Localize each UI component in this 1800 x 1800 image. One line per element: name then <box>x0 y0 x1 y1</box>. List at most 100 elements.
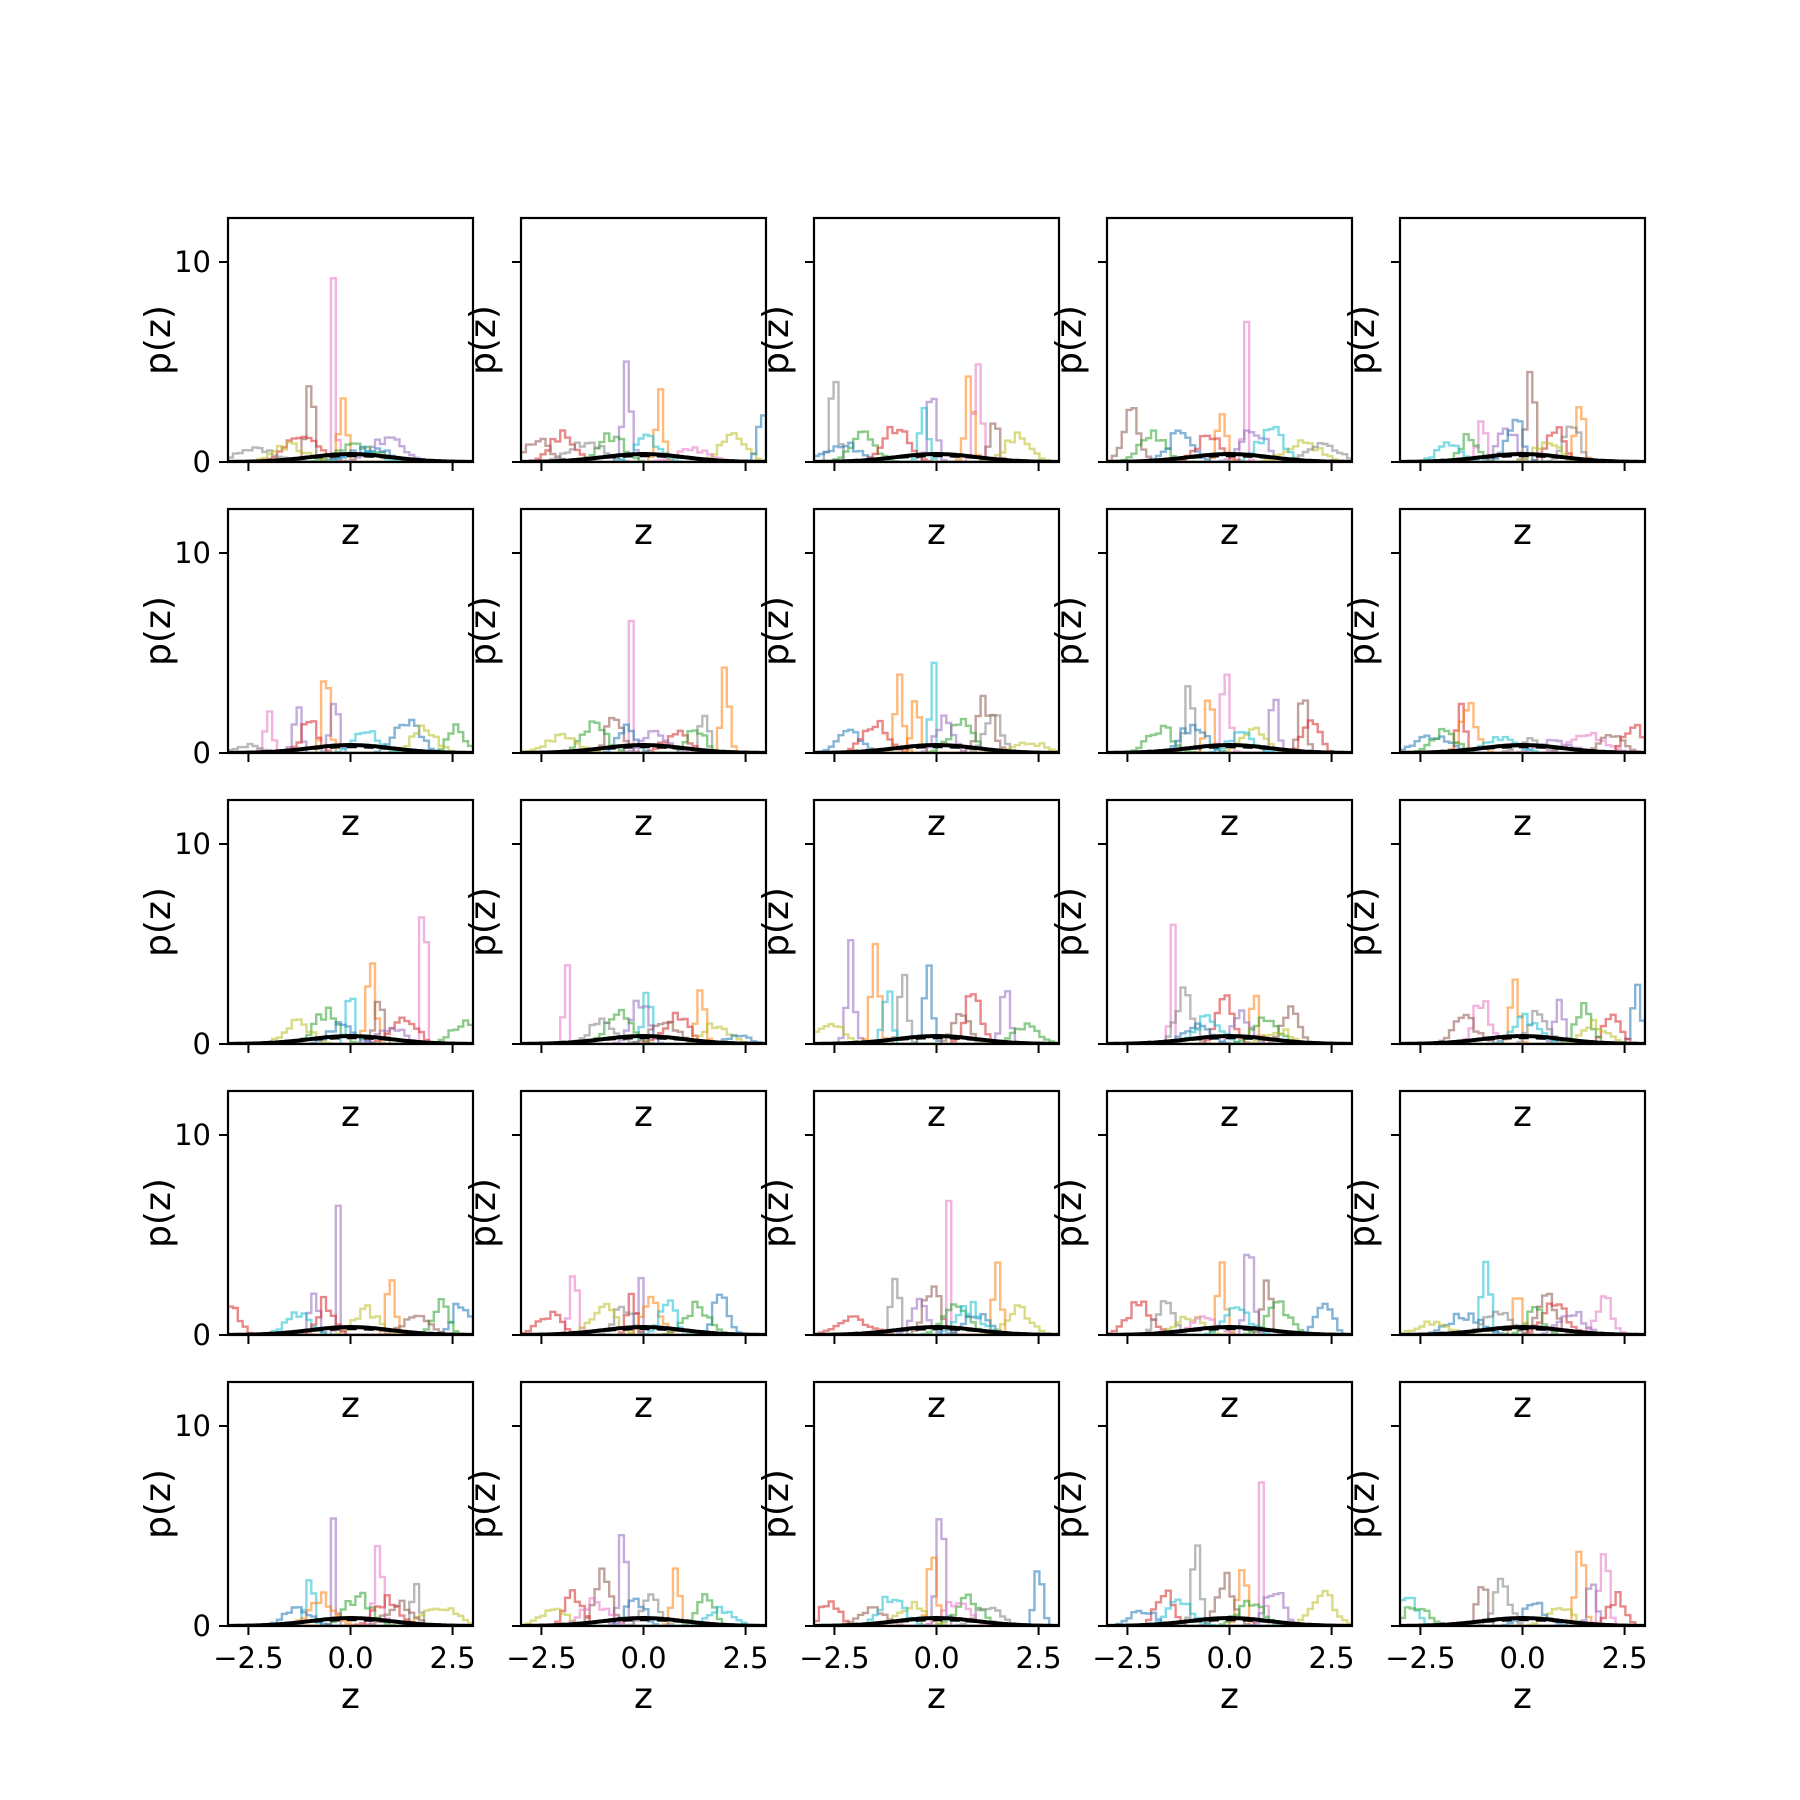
panel-r2-c1: z p(z) <box>463 798 768 1135</box>
y-axis-label: p(z) <box>1342 596 1383 666</box>
reference-mean-curve <box>1107 745 1352 753</box>
histogram-series-9 <box>1107 731 1352 753</box>
histogram-series-0 <box>521 964 766 1044</box>
histogram-series-3 <box>1400 427 1645 462</box>
x-axis-label: z <box>341 1385 360 1426</box>
histogram-series-9 <box>521 1034 766 1044</box>
histogram-series-8 <box>1400 441 1645 462</box>
histogram-series-4 <box>1107 1589 1352 1626</box>
panel-r0-c3: z p(z) <box>1049 216 1354 553</box>
panel-r1-c0: 0 10 z p(z) <box>138 507 475 844</box>
x-tick-label: −2.5 <box>213 1641 283 1675</box>
x-tick-label: 2.5 <box>723 1641 769 1675</box>
x-axis-label: z <box>341 803 360 844</box>
x-axis-label: z <box>1513 512 1532 553</box>
histogram-series-3 <box>521 1295 766 1335</box>
x-axis-label: z <box>1220 1676 1239 1717</box>
x-axis-label: z <box>341 1676 360 1717</box>
histogram-series-4 <box>228 446 473 462</box>
histogram-series-5 <box>228 1298 473 1335</box>
y-axis-label: p(z) <box>463 596 504 666</box>
histogram-series-9 <box>814 741 1059 753</box>
histogram-series-3 <box>521 999 766 1044</box>
plot-area <box>521 619 766 753</box>
panel-r1-c4: z p(z) <box>1342 507 1647 844</box>
panel-grid: 0 10 z p(z) z p(z) z p(z) z p(z) z p(z) 0 10 z p(z) z p(z… <box>138 216 1648 1717</box>
histogram-series-9 <box>814 1022 1059 1044</box>
histogram-series-3 <box>1400 727 1645 753</box>
histogram-series-8 <box>814 714 1059 753</box>
panel-r0-c0: 0 10 z p(z) <box>138 216 475 553</box>
histogram-series-4 <box>1400 1312 1645 1335</box>
histogram-series-0 <box>1107 1481 1352 1626</box>
histogram-series-4 <box>1107 1300 1352 1335</box>
panel-r2-c2: z p(z) <box>756 798 1061 1135</box>
plot-area <box>1400 370 1645 462</box>
histogram-series-9 <box>521 433 766 462</box>
histogram-series-9 <box>228 730 473 753</box>
histogram-series-7 <box>814 1315 1059 1335</box>
plot-area <box>521 1275 766 1335</box>
plot-area <box>228 680 473 753</box>
histogram-series-9 <box>814 1300 1059 1335</box>
y-axis-label: p(z) <box>463 1178 504 1248</box>
histogram-series-4 <box>228 1607 473 1626</box>
y-axis-label: p(z) <box>1342 305 1383 375</box>
y-axis-label: p(z) <box>463 887 504 957</box>
histogram-series-5 <box>814 1303 1059 1335</box>
y-axis-label: p(z) <box>463 1469 504 1539</box>
plot-area <box>1400 1550 1645 1626</box>
histogram-series-1 <box>521 991 766 1044</box>
x-tick-label: 0.0 <box>620 1641 666 1675</box>
y-axis-label: p(z) <box>138 1469 179 1539</box>
axes-frame <box>226 216 475 464</box>
histogram-series-0 <box>521 619 766 753</box>
reference-mean-curve <box>1107 454 1352 462</box>
histogram-series-6 <box>521 1607 766 1626</box>
histogram-series-4 <box>1107 429 1352 462</box>
reference-mean-curve <box>1107 1618 1352 1626</box>
histogram-series-5 <box>521 432 766 462</box>
histogram-series-1 <box>1107 673 1352 753</box>
reference-mean-curve <box>814 1036 1059 1044</box>
y-axis-label: p(z) <box>756 1469 797 1539</box>
histogram-series-6 <box>814 1600 1059 1626</box>
y-axis-label: p(z) <box>1342 1469 1383 1539</box>
histogram-series-5 <box>521 1011 766 1044</box>
y-axis-label: p(z) <box>1049 305 1090 375</box>
histogram-series-7 <box>228 724 473 753</box>
y-tick-label: 0 <box>193 445 211 479</box>
x-axis-label: z <box>634 512 653 553</box>
histogram-series-3 <box>1107 699 1352 753</box>
x-tick-label: 0.0 <box>1499 1641 1545 1675</box>
y-axis-label: p(z) <box>756 887 797 957</box>
x-axis-label: z <box>634 803 653 844</box>
panel-r0-c2: z p(z) <box>756 216 1061 553</box>
histogram-series-1 <box>228 1544 473 1626</box>
histogram-series-7 <box>521 723 766 753</box>
reference-mean-curve <box>1400 454 1645 462</box>
histogram-series-8 <box>1107 1599 1352 1626</box>
panel-r1-c2: z p(z) <box>756 507 1061 844</box>
panel-r0-c1: z p(z) <box>463 216 768 553</box>
plot-area <box>1400 1260 1645 1335</box>
histogram-series-2 <box>521 1292 766 1335</box>
histogram-series-9 <box>1400 1310 1645 1335</box>
y-axis-label: p(z) <box>138 305 179 375</box>
histogram-series-5 <box>814 993 1059 1044</box>
histogram-series-3 <box>521 1589 766 1626</box>
histogram-series-5 <box>1107 1589 1352 1626</box>
x-axis-label: z <box>1220 1094 1239 1135</box>
histogram-series-6 <box>1400 418 1645 462</box>
histogram-series-9 <box>521 732 766 753</box>
y-axis-label: p(z) <box>756 305 797 375</box>
histogram-series-0 <box>521 1276 766 1335</box>
histogram-series-3 <box>814 1600 1059 1626</box>
histogram-series-1 <box>1107 1261 1352 1335</box>
histogram-series-4 <box>814 1606 1059 1626</box>
y-tick-label: 10 <box>174 245 211 279</box>
x-axis-label: z <box>341 1094 360 1135</box>
histogram-series-9 <box>1400 1601 1645 1626</box>
histogram-series-6 <box>228 1591 473 1626</box>
histogram-series-6 <box>1107 726 1352 753</box>
